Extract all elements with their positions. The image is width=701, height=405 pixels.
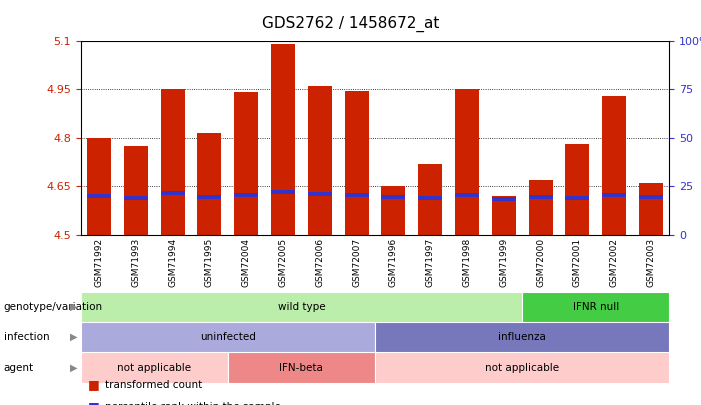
Bar (81, 292, 522, 322)
Bar (566, 196, 590, 200)
Text: GSM72004: GSM72004 (242, 238, 251, 287)
Bar (529, 195, 552, 199)
Bar (455, 89, 479, 235)
Text: GSM71998: GSM71998 (463, 238, 472, 287)
Bar (602, 96, 626, 235)
Bar (234, 92, 258, 235)
Bar (522, 292, 669, 322)
Text: infection: infection (4, 332, 49, 342)
Text: genotype/variation: genotype/variation (4, 302, 102, 312)
Bar (161, 192, 184, 195)
Bar (381, 186, 405, 235)
Text: GSM71996: GSM71996 (389, 238, 398, 287)
Bar (492, 196, 516, 235)
Text: GSM72001: GSM72001 (573, 238, 582, 287)
Bar (381, 195, 405, 199)
Bar (198, 195, 222, 199)
Text: GSM72005: GSM72005 (278, 238, 287, 287)
Bar (345, 194, 369, 197)
Text: wild type: wild type (278, 302, 325, 312)
Text: GSM72002: GSM72002 (610, 238, 619, 287)
Text: influenza: influenza (498, 332, 546, 342)
Bar (81, 322, 375, 352)
Bar (418, 164, 442, 235)
Bar (234, 194, 258, 197)
Bar (124, 196, 148, 200)
Bar (375, 322, 669, 352)
Bar (345, 91, 369, 235)
Bar (566, 144, 590, 235)
Bar (198, 133, 222, 235)
Text: GSM71995: GSM71995 (205, 238, 214, 287)
Bar (529, 180, 552, 235)
Text: GSM71999: GSM71999 (499, 238, 508, 287)
Text: ▶: ▶ (70, 362, 78, 373)
Bar (87, 194, 111, 198)
Text: not applicable: not applicable (485, 362, 559, 373)
Bar (228, 352, 375, 383)
Bar (375, 352, 669, 383)
Bar (602, 194, 626, 197)
Text: percentile rank within the sample: percentile rank within the sample (105, 402, 281, 405)
Bar (308, 86, 332, 235)
Text: GSM72007: GSM72007 (352, 238, 361, 287)
Text: GSM71993: GSM71993 (131, 238, 140, 287)
Bar (308, 192, 332, 196)
Bar (639, 183, 663, 235)
Text: GSM72003: GSM72003 (646, 238, 655, 287)
Text: GSM71997: GSM71997 (426, 238, 435, 287)
Bar (81, 352, 228, 383)
Text: ▶: ▶ (70, 302, 78, 312)
Bar (492, 197, 516, 200)
Text: ▶: ▶ (70, 332, 78, 342)
Text: uninfected: uninfected (200, 332, 256, 342)
Bar (271, 190, 295, 194)
Text: GSM72006: GSM72006 (315, 238, 325, 287)
Bar (161, 89, 184, 235)
Text: transformed count: transformed count (105, 380, 203, 390)
Bar (639, 195, 663, 199)
Text: GSM71994: GSM71994 (168, 238, 177, 287)
Bar (87, 138, 111, 235)
Bar (271, 44, 295, 235)
Bar (418, 196, 442, 200)
Text: ■: ■ (88, 378, 100, 391)
Text: ■: ■ (88, 401, 100, 405)
Text: GDS2762 / 1458672_at: GDS2762 / 1458672_at (261, 16, 440, 32)
Bar (455, 194, 479, 197)
Text: GSM72000: GSM72000 (536, 238, 545, 287)
Bar (124, 146, 148, 235)
Text: IFNR null: IFNR null (573, 302, 619, 312)
Text: agent: agent (4, 362, 34, 373)
Text: GSM71992: GSM71992 (95, 238, 104, 287)
Text: IFN-beta: IFN-beta (280, 362, 323, 373)
Text: not applicable: not applicable (117, 362, 191, 373)
